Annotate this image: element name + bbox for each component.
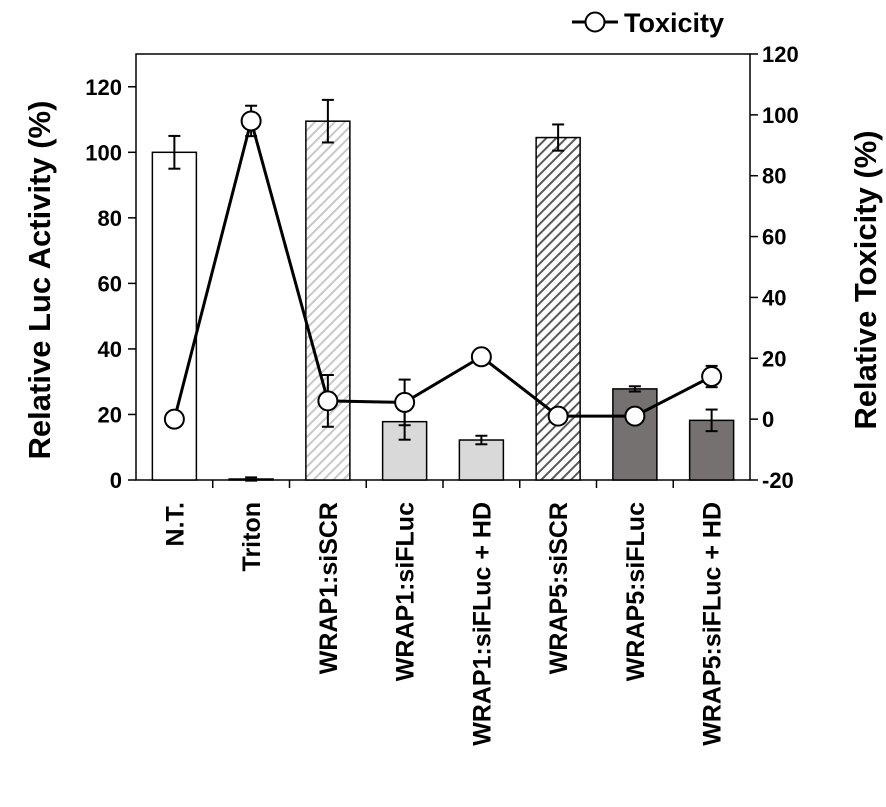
toxicity-point [240,110,262,132]
x-category-label: Triton [238,502,266,571]
x-category-label: WRAP5:siFLuc + HD [699,502,727,746]
toxicity-point [394,391,416,413]
y-tick-label-right: 0 [762,407,774,432]
y-tick-label-right: -20 [762,468,794,493]
y-tick-label-right: 60 [762,225,786,250]
legend-label-toxicity: Toxicity [624,8,724,38]
bar [535,136,581,481]
x-category-label: N.T. [161,502,189,546]
legend-marker-icon [584,11,606,33]
toxicity-point [701,366,723,388]
x-category-label: WRAP1:siSCR [315,502,343,674]
x-category-label: WRAP1:siFLuc + HD [468,502,496,746]
plot-frame [135,53,751,481]
y-tick-label-right: 120 [762,42,799,67]
toxicity-point [317,390,339,412]
y-tick-label-right: 80 [762,164,786,189]
y-tick-label-left: 0 [110,468,122,493]
legend: Toxicity [572,8,724,38]
x-category-label: WRAP5:siSCR [545,502,573,674]
toxicity-point [547,405,569,427]
bar [458,439,505,481]
y-tick-label-left: 120 [85,75,122,100]
y-tick-label-left: 20 [98,402,122,427]
bar [612,388,658,481]
y-tick-label-left: 40 [98,337,122,362]
toxicity-point [470,346,492,368]
y-tick-label-right: 20 [762,346,786,371]
y-tick-label-left: 80 [98,206,122,231]
y-axis-title-right: Relative Toxicity (%) [848,130,883,429]
x-category-label: WRAP1:siFLuc [392,502,420,681]
x-category-label: WRAP5:siFLuc [622,502,650,681]
toxicity-point [624,405,646,427]
y-tick-label-left: 100 [85,140,122,165]
y-axis-title-left: Relative Luc Activity (%) [22,101,57,460]
y-tick-label-left: 60 [98,271,122,296]
toxicity-line [172,115,713,420]
bar [151,151,198,481]
toxicity-point [163,408,185,430]
y-tick-label-right: 40 [762,285,786,310]
y-tick-label-right: 100 [762,103,799,128]
